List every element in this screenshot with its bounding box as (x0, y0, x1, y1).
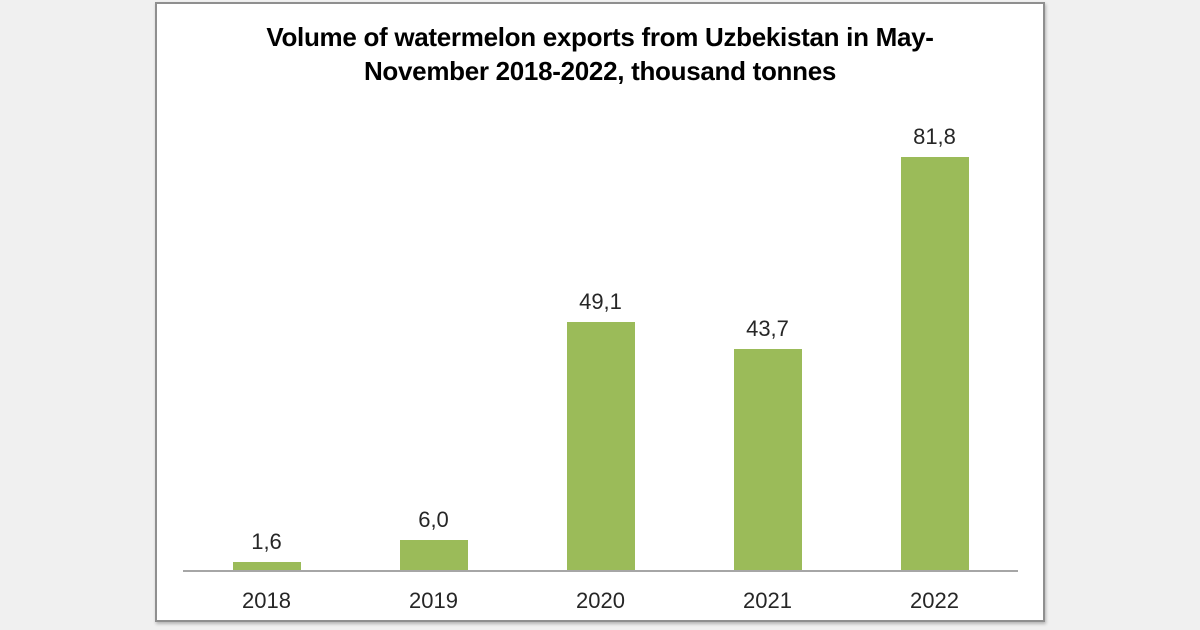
x-tick-label-2021: 2021 (743, 588, 792, 613)
bar-column-2021: 43,7 (684, 4, 851, 570)
bar-value-label-2022: 81,8 (913, 123, 956, 149)
bar-value-label-2019: 6,0 (418, 506, 449, 532)
plot-area: 1,6 2018 6,0 2019 49,1 2020 43,7 2021 81,8 2022 (183, 4, 1018, 620)
chart-title-line-2: November 2018-2022, thousand tonnes (363, 56, 837, 86)
x-tick-label-2018: 2018 (242, 588, 291, 613)
bar-value-label-2018: 1,6 (251, 528, 282, 554)
bar-value-label-2021: 43,7 (746, 315, 789, 341)
bar-column-2020: 49,1 (517, 4, 684, 570)
bar-column-2018: 1,6 (183, 4, 350, 570)
chart-card: Volume of watermelon exports from Uzbeki… (155, 2, 1045, 622)
x-tick-label-2019: 2019 (409, 588, 458, 613)
bar-2019 (399, 540, 468, 570)
x-axis-line (183, 570, 1018, 572)
bar-column-2022: 81,8 (851, 4, 1018, 570)
bar-2020 (566, 322, 635, 570)
x-tick-label-2022: 2022 (910, 588, 959, 613)
bar-value-label-2020: 49,1 (579, 288, 622, 314)
bar-column-2019: 6,0 (350, 4, 517, 570)
chart-title: Volume of watermelon exports from Uzbeki… (157, 20, 1043, 88)
x-tick-label-2020: 2020 (576, 588, 625, 613)
bar-2021 (733, 349, 802, 570)
chart-title-line-1: Volume of watermelon exports from Uzbeki… (266, 22, 934, 52)
bar-2018 (232, 562, 301, 570)
bar-2022 (900, 157, 969, 570)
